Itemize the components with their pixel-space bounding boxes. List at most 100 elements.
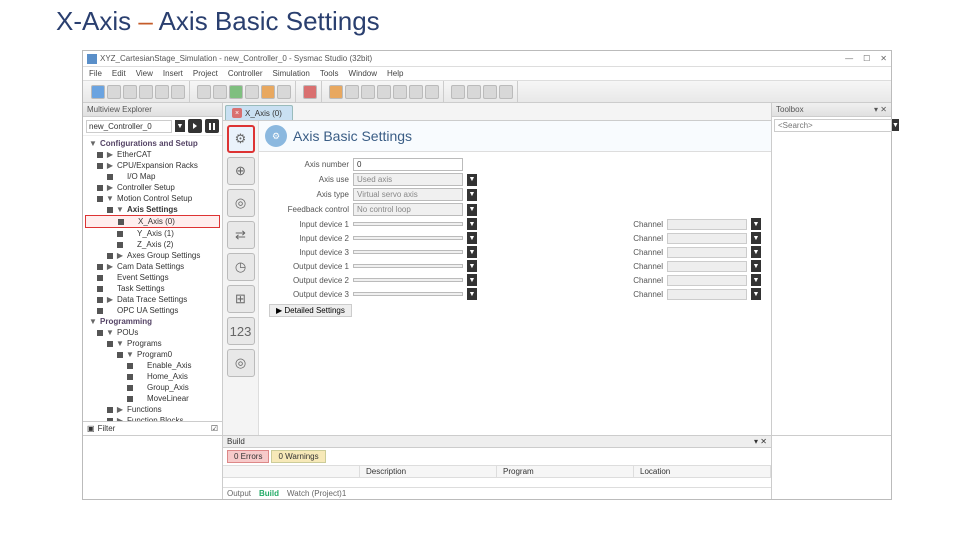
output-tab[interactable]: Watch (Project)1 [287, 489, 346, 498]
tool-icon[interactable] [197, 85, 211, 99]
chevron-down-icon[interactable]: ▼ [467, 232, 477, 244]
tree-item[interactable]: Event Settings [85, 272, 220, 283]
toolbox-search-input[interactable] [774, 119, 892, 132]
menu-help[interactable]: Help [387, 69, 403, 78]
tree-item[interactable]: ▼Programs [85, 338, 220, 349]
detailed-settings-button[interactable]: ▶ Detailed Settings [269, 304, 352, 317]
tree-item[interactable]: I/O Map [85, 171, 220, 182]
tool-icon[interactable] [409, 85, 423, 99]
tool-icon[interactable] [229, 85, 243, 99]
chevron-down-icon[interactable]: ▼ [751, 260, 761, 272]
chevron-down-icon[interactable]: ▼ [467, 260, 477, 272]
window-controls[interactable]: — ☐ ✕ [845, 54, 887, 63]
chevron-down-icon[interactable]: ▼ [467, 288, 477, 300]
channel-field[interactable] [667, 289, 747, 300]
field-value[interactable]: No control loop [353, 203, 463, 216]
tool-icon[interactable] [393, 85, 407, 99]
chevron-down-icon[interactable]: ▼ [467, 174, 477, 186]
settings-nav-icon[interactable]: ◷ [227, 253, 255, 281]
tree-item[interactable]: ▼Axis Settings [85, 204, 220, 215]
tree-item[interactable]: Home_Axis [85, 371, 220, 382]
field-value[interactable] [353, 264, 463, 268]
tree-item[interactable]: OPC UA Settings [85, 305, 220, 316]
tab-close-icon[interactable]: × [232, 108, 242, 118]
menu-simulation[interactable]: Simulation [273, 69, 310, 78]
tree-item[interactable]: Group_Axis [85, 382, 220, 393]
chevron-down-icon[interactable]: ▼ [467, 274, 477, 286]
tree-item[interactable]: ▶Axes Group Settings [85, 250, 220, 261]
tool-icon[interactable] [499, 85, 513, 99]
tool-icon[interactable] [425, 85, 439, 99]
tool-icon[interactable] [483, 85, 497, 99]
chevron-down-icon[interactable]: ▼ [751, 288, 761, 300]
tree-item[interactable]: ▶Controller Setup [85, 182, 220, 193]
field-value[interactable]: Used axis [353, 173, 463, 186]
tool-icon[interactable] [377, 85, 391, 99]
tool-icon[interactable] [451, 85, 465, 99]
field-value[interactable] [353, 278, 463, 282]
settings-nav-icon[interactable]: ⊕ [227, 157, 255, 185]
chevron-down-icon[interactable]: ▼ [467, 189, 477, 201]
field-value[interactable] [353, 292, 463, 296]
tree-item[interactable]: ▶Data Trace Settings [85, 294, 220, 305]
tree-section[interactable]: ▼Configurations and Setup [85, 138, 220, 149]
settings-nav-icon[interactable]: ⇄ [227, 221, 255, 249]
tool-icon[interactable] [467, 85, 481, 99]
menu-window[interactable]: Window [349, 69, 377, 78]
tool-icon[interactable] [155, 85, 169, 99]
chevron-down-icon[interactable]: ▼ [751, 218, 761, 230]
warnings-tab[interactable]: 0 Warnings [271, 450, 325, 463]
menu-controller[interactable]: Controller [228, 69, 263, 78]
tool-icon[interactable] [303, 85, 317, 99]
tool-icon[interactable] [329, 85, 343, 99]
tree-item[interactable]: ▶Cam Data Settings [85, 261, 220, 272]
tool-icon[interactable] [107, 85, 121, 99]
chevron-down-icon[interactable]: ▼ [751, 246, 761, 258]
tree-item[interactable]: ▶Functions [85, 404, 220, 415]
tool-icon[interactable] [139, 85, 153, 99]
controller-select[interactable]: new_Controller_0 [86, 120, 172, 133]
tree-item[interactable]: X_Axis (0) [85, 215, 220, 228]
errors-tab[interactable]: 0 Errors [227, 450, 269, 463]
menu-tools[interactable]: Tools [320, 69, 339, 78]
tree-item[interactable]: Enable_Axis [85, 360, 220, 371]
tool-icon[interactable] [91, 85, 105, 99]
settings-nav-icon[interactable]: ◎ [227, 349, 255, 377]
menu-insert[interactable]: Insert [163, 69, 183, 78]
field-value[interactable] [353, 250, 463, 254]
tool-icon[interactable] [171, 85, 185, 99]
output-tab[interactable]: Build [259, 489, 279, 498]
settings-nav-icon[interactable]: 123 [227, 317, 255, 345]
settings-nav-icon[interactable]: ◎ [227, 189, 255, 217]
tool-icon[interactable] [123, 85, 137, 99]
pause-button[interactable] [205, 119, 219, 133]
minimize-icon[interactable]: — [845, 54, 853, 63]
tree-item[interactable]: ▶CPU/Expansion Racks [85, 160, 220, 171]
menu-file[interactable]: File [89, 69, 102, 78]
chevron-down-icon[interactable]: ▼ [751, 232, 761, 244]
channel-field[interactable] [667, 247, 747, 258]
tool-icon[interactable] [277, 85, 291, 99]
tab-x-axis[interactable]: × X_Axis (0) [225, 105, 293, 120]
field-value[interactable]: 0 [353, 158, 463, 171]
menu-edit[interactable]: Edit [112, 69, 126, 78]
field-value[interactable] [353, 222, 463, 226]
field-value[interactable]: Virtual servo axis [353, 188, 463, 201]
tree-item[interactable]: ▼Program0 [85, 349, 220, 360]
tool-icon[interactable] [361, 85, 375, 99]
maximize-icon[interactable]: ☐ [863, 54, 870, 63]
filter-clear-icon[interactable]: ☑ [211, 424, 218, 433]
tool-icon[interactable] [245, 85, 259, 99]
output-tab[interactable]: Output [227, 489, 251, 498]
chevron-down-icon[interactable]: ▼ [175, 120, 185, 132]
close-icon[interactable]: ✕ [880, 54, 887, 63]
field-value[interactable] [353, 236, 463, 240]
menu-project[interactable]: Project [193, 69, 218, 78]
channel-field[interactable] [667, 219, 747, 230]
channel-field[interactable] [667, 261, 747, 272]
chevron-down-icon[interactable]: ▼ [892, 119, 899, 131]
run-button[interactable] [188, 119, 202, 133]
chevron-down-icon[interactable]: ▼ [751, 274, 761, 286]
tree-item[interactable]: Y_Axis (1) [85, 228, 220, 239]
tree-item[interactable]: MoveLinear [85, 393, 220, 404]
